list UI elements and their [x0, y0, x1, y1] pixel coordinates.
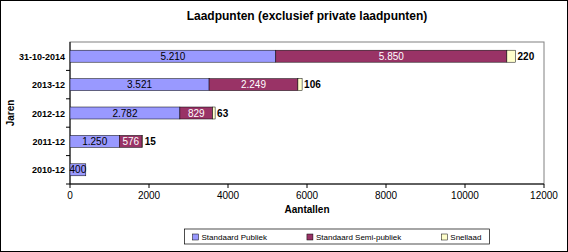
bar-segment: [213, 107, 215, 119]
legend-label: Standaard Publiek: [202, 233, 268, 242]
data-label: 63: [217, 108, 229, 119]
chart-container: Laadpunten (exclusief private laadpunten…: [0, 0, 568, 252]
chart-svg: Laadpunten (exclusief private laadpunten…: [0, 0, 568, 252]
x-tick: [70, 184, 71, 188]
x-tick-label: 0: [67, 190, 73, 201]
y-tick: [66, 155, 70, 156]
x-tick: [465, 184, 466, 188]
bar-segment: [70, 107, 180, 119]
x-tick-label: 4000: [217, 190, 240, 201]
legend: Standaard Publiek Standaard Semi-publiek S…: [185, 229, 490, 244]
x-tick-label: 12000: [530, 190, 558, 201]
bar-segment: [70, 164, 86, 176]
x-tick: [149, 184, 150, 188]
data-label: 106: [304, 79, 321, 90]
x-tick: [228, 184, 229, 188]
chart-frame: [1, 1, 568, 252]
y-tick-label: 2013-12: [32, 80, 65, 90]
bar-segment: [209, 79, 298, 91]
bar-segment: [298, 79, 302, 91]
data-label: 576: [122, 136, 139, 147]
x-tick-label: 10000: [451, 190, 479, 201]
data-label: 400: [70, 164, 87, 175]
x-tick: [544, 184, 545, 188]
plot-area: [70, 42, 544, 184]
data-label: 220: [518, 51, 535, 62]
y-tick: [66, 70, 70, 71]
bar-segment: [142, 135, 144, 147]
bar-segment: [70, 135, 119, 147]
legend-swatch: [307, 234, 313, 240]
data-label: 5.210: [160, 51, 185, 62]
legend-label: Snellaad: [450, 233, 481, 242]
y-tick: [66, 127, 70, 128]
bar-segment: [507, 50, 516, 62]
x-axis-label: Aantallen: [284, 204, 329, 215]
x-tick-label: 8000: [375, 190, 398, 201]
data-labels: 400 1.250 2.782 3.521 5.210 576 829 2.249 5.850 1…: [70, 51, 535, 176]
bars: [70, 50, 516, 176]
data-label: 5.850: [379, 51, 404, 62]
y-tick: [66, 184, 70, 185]
x-tick: [307, 184, 308, 188]
data-label: 2.782: [112, 108, 137, 119]
bar-segment: [70, 79, 209, 91]
data-label: 1.250: [82, 136, 107, 147]
bar-segment: [276, 50, 507, 62]
y-tick: [66, 98, 70, 99]
data-label: 829: [188, 108, 205, 119]
y-tick-label: 2012-12: [32, 109, 65, 119]
y-tick-label: 31-10-2014: [19, 52, 65, 62]
data-label: 2.249: [241, 79, 266, 90]
chart-title: Laadpunten (exclusief private laadpunten…: [187, 9, 428, 23]
data-label: 15: [145, 136, 157, 147]
data-label: 3.521: [127, 79, 152, 90]
legend-swatch: [441, 234, 447, 240]
legend-box: [185, 229, 490, 244]
x-tick: [386, 184, 387, 188]
y-tick-label: 2011-12: [32, 137, 65, 147]
legend-swatch: [193, 234, 199, 240]
legend-label: Standaard Semi-publiek: [316, 233, 402, 242]
x-tick-label: 6000: [296, 190, 319, 201]
x-tick-label: 2000: [138, 190, 161, 201]
bar-segment: [119, 135, 142, 147]
bar-segment: [70, 50, 276, 62]
x-axis: [70, 184, 544, 185]
y-axis-label: Jaren: [5, 100, 16, 127]
y-tick-label: 2010-12: [32, 165, 65, 175]
bar-segment: [180, 107, 213, 119]
